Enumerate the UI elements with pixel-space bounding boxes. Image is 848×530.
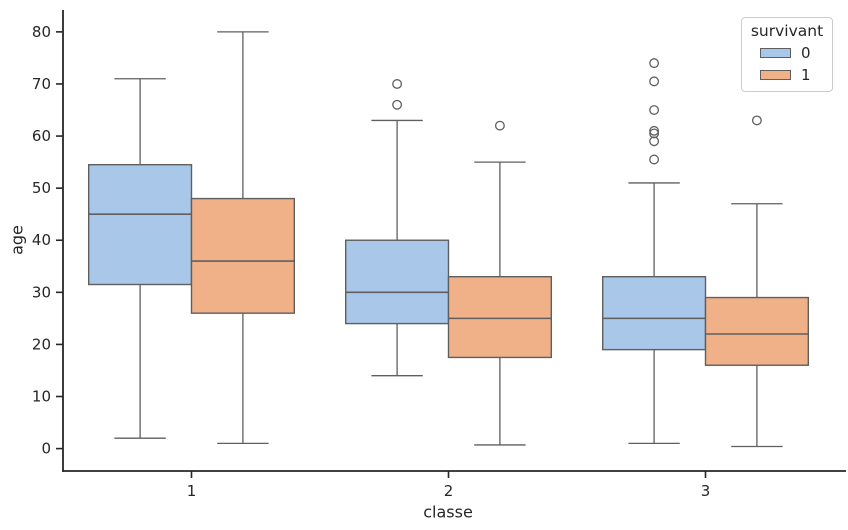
- legend-item-survivant-1: 1: [760, 66, 826, 84]
- outlier-classe2-survivant1: [494, 120, 505, 131]
- outlier-classe3-survivant0: [649, 154, 660, 165]
- outlier-classe3-survivant0: [649, 76, 660, 87]
- y-tick-label: 60: [32, 127, 51, 145]
- y-tick-label: 40: [32, 231, 51, 249]
- y-tick-label: 70: [32, 75, 51, 93]
- outlier-classe3-survivant1: [751, 115, 762, 126]
- outlier-classe3-survivant0: [649, 105, 660, 115]
- box-classe3-survivant0: [602, 276, 707, 351]
- legend-swatch-survivant-0-icon: [760, 48, 791, 58]
- x-tick-label: 3: [701, 482, 711, 500]
- legend-label-survivant-0: 0: [801, 44, 811, 62]
- outlier-classe3-survivant0: [649, 125, 660, 136]
- box-classe1-survivant0: [87, 164, 193, 286]
- legend-label-survivant-1: 1: [801, 66, 811, 84]
- y-tick-label: 0: [41, 440, 51, 458]
- outlier-classe2-survivant0: [392, 99, 403, 110]
- box-classe2-survivant0: [345, 239, 450, 325]
- legend: survivant 0 1: [741, 17, 833, 92]
- x-tick-label: 2: [444, 482, 454, 500]
- x-axis-label: classe: [423, 502, 473, 522]
- legend-swatch-survivant-1-icon: [760, 70, 791, 80]
- x-tick-label: 1: [187, 482, 197, 500]
- box-classe3-survivant1: [704, 296, 810, 366]
- y-tick-label: 20: [32, 335, 51, 353]
- y-tick-label: 80: [32, 23, 51, 41]
- y-tick-label: 10: [32, 388, 51, 406]
- y-axis-label: age: [7, 225, 27, 255]
- legend-item-survivant-0: 0: [760, 44, 826, 62]
- legend-title: survivant: [750, 22, 824, 40]
- outlier-classe3-survivant0: [649, 136, 660, 147]
- y-tick-label: 50: [32, 179, 51, 197]
- box-classe2-survivant1: [447, 276, 553, 359]
- outlier-classe3-survivant0: [649, 58, 660, 69]
- y-tick-label: 30: [32, 283, 51, 301]
- outlier-classe2-survivant0: [392, 79, 403, 89]
- box-classe1-survivant1: [190, 197, 296, 314]
- outlier-classe3-survivant0: [649, 128, 660, 139]
